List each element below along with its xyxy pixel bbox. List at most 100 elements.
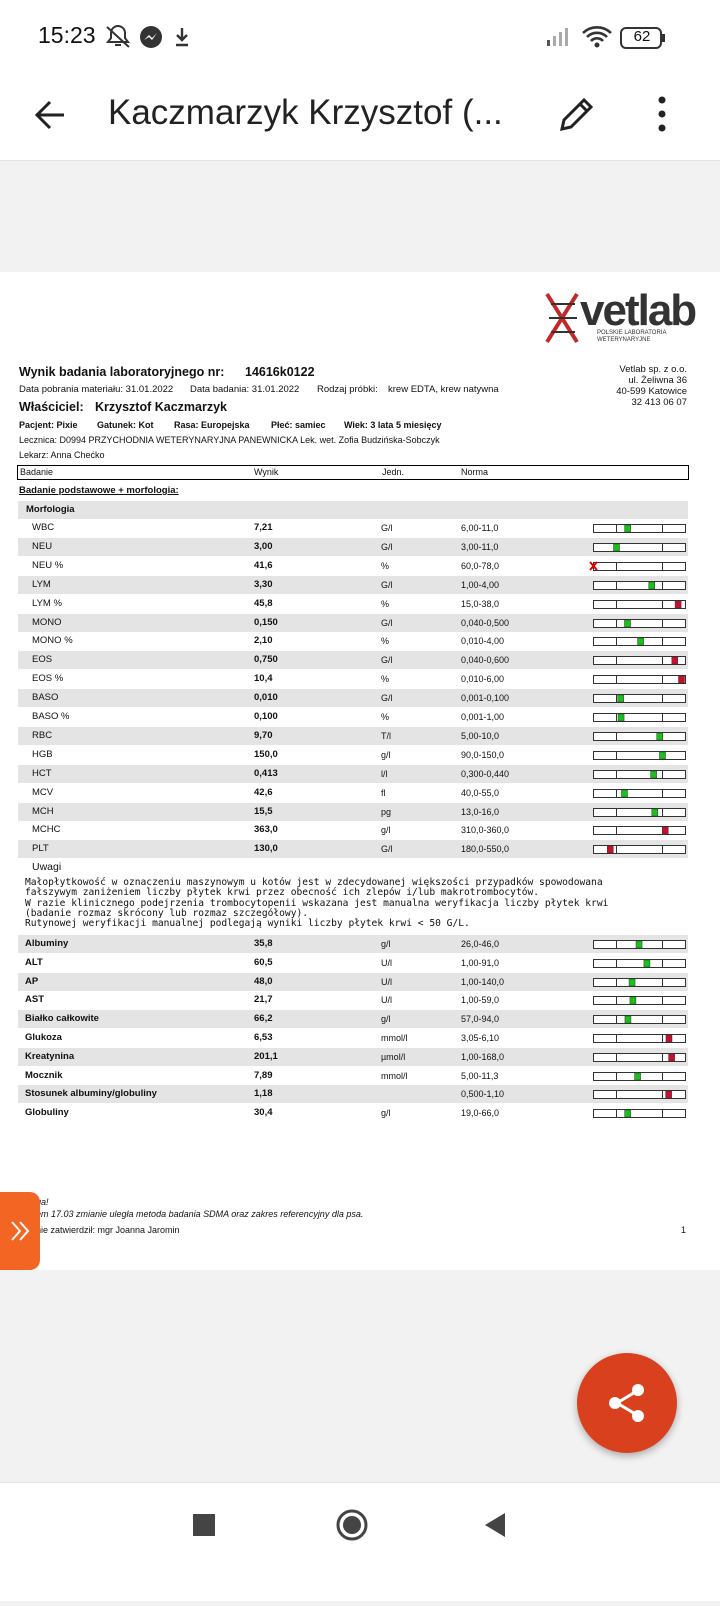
- footer-note: nie zatwierdził: mgr Joanna Jaromin: [36, 1225, 180, 1235]
- value-marker: [629, 997, 637, 1005]
- test-name: EOS: [32, 654, 53, 666]
- range-bar: [593, 1071, 686, 1081]
- value-marker: [662, 827, 669, 835]
- value-marker: [634, 1072, 641, 1080]
- value-marker: [617, 694, 624, 703]
- range-bar: [593, 675, 686, 685]
- share-button[interactable]: [577, 1353, 677, 1453]
- test-value: 0,750: [254, 654, 278, 666]
- value-marker: [665, 1034, 673, 1043]
- logo-brand: vetlab: [580, 286, 697, 335]
- test-norm: 1,00-91,0: [461, 957, 500, 968]
- test-value: 42,6: [254, 786, 273, 798]
- system-icons: [547, 26, 665, 49]
- test-value: 66,2: [254, 1013, 273, 1025]
- patient-field: Wiek: 3 lata 5 miesięcy: [344, 420, 442, 430]
- range-bar: [593, 958, 686, 968]
- test-unit: G/l: [381, 541, 393, 552]
- result-row: EOS % 10,4% 0,010-6,00: [18, 670, 688, 689]
- side-tab[interactable]: [0, 1192, 40, 1270]
- test-unit: fl: [381, 787, 386, 798]
- test-value: 3,30: [254, 578, 273, 590]
- note-line: Małopłytkowość w oznaczeniu maszynowym u…: [25, 877, 603, 888]
- test-norm: 13,0-16,0: [461, 806, 500, 817]
- test-unit: G/l: [381, 617, 393, 628]
- recents-button[interactable]: [193, 1514, 215, 1536]
- range-bar: [593, 1109, 686, 1119]
- test-norm: 180,0-550,0: [461, 844, 510, 855]
- lab-address: ul. Żeliwna 36: [628, 375, 687, 386]
- test-norm: 5,00-11,3: [461, 1070, 499, 1081]
- result-row: HGB 150,0 g/l 90,0-150,0: [18, 745, 688, 764]
- range-bar: [593, 731, 686, 741]
- test-name: RBC: [32, 729, 53, 741]
- test-value: 30,4: [254, 1107, 273, 1119]
- test-unit: g/l: [381, 749, 391, 760]
- result-row: HCT 0,413 l/l 0,300-0,440: [18, 764, 688, 783]
- report-number: 14616k0122: [245, 365, 315, 379]
- test-value: 9,70: [254, 729, 273, 741]
- result-row: NEU 3,00 G/l 3,00-11,0: [18, 537, 688, 556]
- range-bar: [593, 618, 686, 628]
- footer-note: em 17.03 zmianie uległa metoda badania S…: [36, 1209, 364, 1219]
- test-unit: G/l: [381, 693, 393, 704]
- value-marker: [665, 1091, 672, 1099]
- back-button[interactable]: [32, 95, 72, 135]
- footer-note: ga!: [36, 1197, 49, 1207]
- edit-button[interactable]: [556, 93, 598, 135]
- battery-level: 62: [633, 28, 651, 45]
- out-of-range-mark: [589, 561, 598, 571]
- clock: 15:23: [38, 22, 96, 48]
- note-line: Rutynowej weryfikacji manualnej podlegaj…: [25, 918, 470, 930]
- owner-label: Właściciel:: [19, 400, 84, 414]
- test-value: 150,0: [254, 748, 278, 760]
- test-unit: G/l: [381, 655, 393, 666]
- result-row: RBC 9,70 T/l 5,00-10,0: [18, 726, 688, 745]
- test-norm: 19,0-66,0: [461, 1108, 500, 1119]
- app-bar: Kaczmarzyk Krzysztof (...: [0, 75, 720, 161]
- range-bar: [593, 826, 686, 836]
- test-unit: %: [381, 598, 390, 609]
- test-norm: 1,00-140,0: [461, 976, 505, 987]
- test-value: 45,8: [254, 597, 273, 609]
- result-row: LYM % 45,8% 15,0-38,0: [18, 594, 688, 613]
- group-title: Morfologia: [18, 501, 688, 519]
- test-unit: l/l: [381, 768, 388, 779]
- logo-line: WETERYNARYJNE: [597, 337, 651, 343]
- doctor: Lekarz: Anna Chećko: [19, 450, 105, 460]
- test-name: MONO: [32, 616, 62, 628]
- test-name: Mocznik: [25, 1069, 63, 1081]
- back-nav-button[interactable]: [485, 1513, 505, 1537]
- result-row: PLT 130,0 G/l 180,0-550,0: [18, 840, 688, 859]
- menu-button[interactable]: [652, 93, 672, 135]
- test-value: 41,6: [254, 559, 273, 571]
- test-name: Kreatynina: [25, 1050, 75, 1062]
- value-marker: [643, 959, 651, 968]
- range-bar: [593, 940, 686, 949]
- range-bar: [593, 713, 686, 722]
- test-name: NEU: [32, 540, 53, 552]
- result-row: Globuliny 30,4 g/l 19,0-66,0: [18, 1104, 688, 1123]
- test-unit: mmol/l: [381, 1070, 408, 1081]
- test-name: NEU %: [32, 559, 64, 571]
- range-bar: [593, 996, 686, 1006]
- range-bar: [589, 561, 686, 571]
- result-row: MCV 42,6 fl 40,0-55,0: [18, 783, 688, 802]
- test-norm: 0,001-1,00: [461, 712, 505, 722]
- test-value: 48,0: [254, 975, 273, 987]
- logo-mark: [545, 292, 579, 344]
- test-name: Glukoza: [25, 1032, 62, 1043]
- test-norm: 1,00-4,00: [461, 579, 500, 590]
- test-unit: pg: [381, 806, 392, 817]
- home-button[interactable]: [336, 1509, 368, 1541]
- test-name: ALT: [25, 956, 43, 968]
- value-marker: [678, 675, 685, 684]
- test-value: 15,5: [254, 805, 273, 817]
- test-value: 60,5: [254, 956, 273, 968]
- test-value: 3,00: [254, 540, 273, 552]
- result-row: NEU % 41,6% 60,0-78,0: [18, 556, 688, 575]
- value-marker: [650, 770, 657, 778]
- range-bar: [593, 542, 686, 552]
- logo-line: POLSKIE LABORATORIA: [597, 330, 667, 336]
- navigation-bar: [0, 1482, 720, 1601]
